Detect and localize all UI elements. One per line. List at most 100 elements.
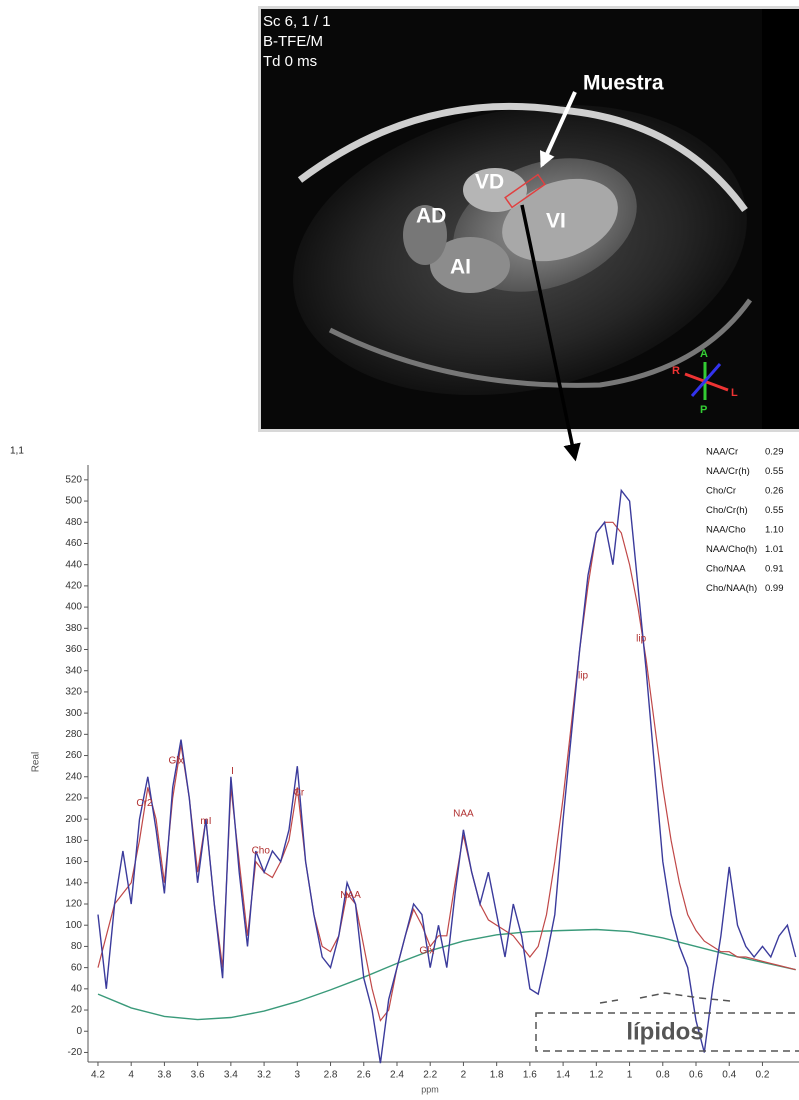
x-tick-label: 3.6 [191, 1070, 205, 1081]
chamber-label: AI [450, 256, 471, 279]
y-tick-label: 0 [76, 1026, 82, 1037]
orient-label: A [700, 348, 708, 360]
peak-label: Glx [419, 945, 434, 956]
lipid-box [535, 1012, 799, 1052]
mri-header: Td 0 ms [263, 53, 317, 70]
sample-box [504, 173, 546, 209]
y-tick-label: 60 [71, 962, 83, 973]
y-tick-label: 140 [65, 877, 82, 888]
sample-label: Muestra [583, 72, 664, 95]
y-tick-label: 260 [65, 750, 82, 761]
y-tick-label: 420 [65, 581, 82, 592]
ratio-table: NAA/Cr 0.29 NAA/Cr(h) 0.55 Cho/Cr 0.26 Cho/Cr(… [706, 447, 784, 595]
y-tick-label: 20 [71, 1005, 83, 1016]
ratio-value: 0.29 [765, 447, 784, 458]
y-tick-label: 180 [65, 835, 82, 846]
ratio-name: NAA/Cho [706, 525, 746, 536]
x-tick-label: 2.6 [357, 1070, 371, 1081]
y-tick-label: 220 [65, 793, 82, 804]
x-tick-label: 4 [128, 1070, 134, 1081]
x-tick-label: 1.6 [523, 1070, 537, 1081]
region-label: lípidos [626, 1018, 703, 1045]
x-tick-label: 2.4 [390, 1070, 404, 1081]
left-atrium [430, 237, 510, 293]
orient-label: R [672, 365, 680, 377]
lipid-region: lípidos [535, 992, 799, 1052]
peak-label: Glx [169, 755, 184, 766]
series-line [97, 928, 796, 1021]
x-tick-label: 1 [627, 1070, 633, 1081]
x-tick-label: 2.2 [423, 1070, 437, 1081]
mri-header: B-TFE/M [263, 33, 323, 50]
orient-label: P [700, 404, 707, 416]
right-ventricle [463, 168, 527, 212]
x-tick-label: 3.4 [224, 1070, 238, 1081]
mri-panel: Sc 6, 1 / 1 B-TFE/M Td 0 ms Muestra VD V… [258, 6, 799, 462]
series-line [97, 488, 797, 1064]
y-tick-label: 360 [65, 644, 82, 655]
ratio-value: 1.10 [765, 525, 784, 536]
ratio-value: 0.99 [765, 583, 784, 594]
peak-label: NAA [453, 809, 474, 820]
y-tick-label: 400 [65, 602, 82, 613]
x-tick-label: 1.8 [490, 1070, 504, 1081]
ratio-value: 1.01 [765, 544, 784, 555]
x-tick-label: 0.4 [722, 1070, 736, 1081]
y-tick-label: 460 [65, 538, 82, 549]
y-tick-label: 280 [65, 729, 82, 740]
y-tick-label: 500 [65, 496, 82, 507]
peak-label: NAA [340, 890, 361, 901]
y-tick-label: 100 [65, 920, 82, 931]
y-tick-label: 80 [71, 941, 83, 952]
chest-wall [297, 102, 748, 213]
ratio-value: 0.55 [765, 505, 784, 516]
link-arrow [520, 204, 581, 462]
sample-arrow [539, 91, 577, 168]
y-tick-label: 380 [65, 623, 82, 634]
y-tick-label: 240 [65, 771, 82, 782]
mri-header: Sc 6, 1 / 1 [263, 13, 331, 30]
right-atrium [403, 205, 447, 265]
x-tick-label: 3.2 [257, 1070, 271, 1081]
ratio-name: Cho/NAA [706, 564, 746, 575]
orient-axis [684, 372, 729, 392]
x-tick-label: 0.2 [756, 1070, 770, 1081]
chamber-label: VD [475, 171, 504, 194]
chamber-label: AD [416, 205, 446, 228]
y-tick-label: -20 [68, 1047, 83, 1058]
ratio-value: 0.55 [765, 466, 784, 477]
peak-label: Cr2 [136, 798, 153, 809]
ratio-name: NAA/Cho(h) [706, 544, 757, 555]
y-tick-label: 160 [65, 856, 82, 867]
ratio-name: Cho/Cr(h) [706, 505, 748, 516]
ratio-name: NAA/Cr [706, 447, 738, 458]
y-tick-label: 120 [65, 899, 82, 910]
x-tick-label: 3.8 [157, 1070, 171, 1081]
x-tick-label: 1.4 [556, 1070, 570, 1081]
y-tick-label: 340 [65, 665, 82, 676]
x-tick-label: 1.2 [589, 1070, 603, 1081]
y-tick-label: 520 [65, 474, 82, 485]
x-tick-label: 0.8 [656, 1070, 670, 1081]
y-tick-label: 440 [65, 559, 82, 570]
x-tick-label: 2 [461, 1070, 467, 1081]
x-tick-label: 2.8 [324, 1070, 338, 1081]
y-tick-label: 480 [65, 517, 82, 528]
ratio-name: Cho/Cr [706, 486, 736, 497]
orient-axis [690, 363, 722, 397]
x-tick-label: 3 [295, 1070, 301, 1081]
ratio-value: 0.26 [765, 486, 784, 497]
ratio-name: Cho/NAA(h) [706, 583, 757, 594]
posterior-wall [328, 298, 753, 388]
peak-label: mI [200, 816, 211, 827]
peak-label: Cho [252, 846, 271, 857]
peak-label: Cr [294, 787, 305, 798]
chamber-label: VI [546, 210, 566, 233]
y-tick-label: 200 [65, 814, 82, 825]
plot: -20 0 20 40 60 80 100 120 140 160 180 200 220 240 260 2… [65, 474, 797, 1081]
peak-label: lip [578, 671, 588, 682]
corner-label: 1,1 [10, 446, 24, 457]
x-tick-label: 4.2 [91, 1070, 105, 1081]
x-axis-label: ppm [421, 1084, 439, 1094]
